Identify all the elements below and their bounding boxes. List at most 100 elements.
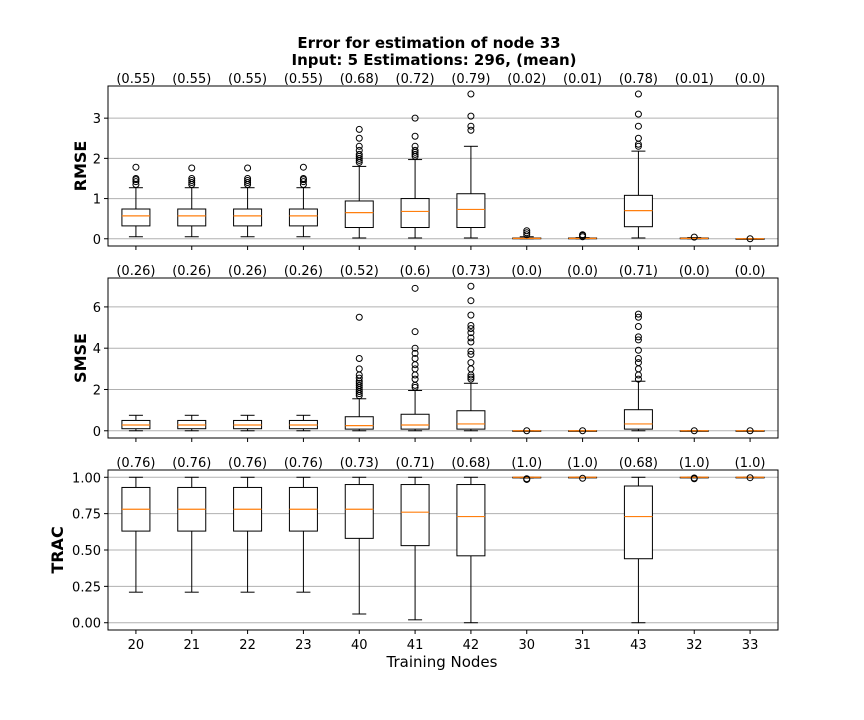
box-22: (0.55) <box>228 72 267 250</box>
outlier-point <box>411 383 419 391</box>
outlier-point <box>634 90 642 98</box>
box-33: (0.0) <box>735 72 765 250</box>
mean-label: (0.73) <box>451 264 490 279</box>
outlier-point <box>188 174 196 182</box>
box-23: (0.76) 23 <box>284 456 323 653</box>
outlier-point <box>523 227 531 235</box>
mean-label: (0.76) <box>116 456 155 471</box>
box-33: (1.0) 33 <box>735 456 766 653</box>
mean-label: (0.01) <box>675 72 714 87</box>
outlier-point <box>411 365 419 373</box>
mean-label: (0.71) <box>396 456 435 471</box>
mean-label: (0.68) <box>340 72 379 87</box>
mean-label: (0.26) <box>228 264 267 279</box>
x-tick-label: 20 <box>128 638 145 653</box>
y-tick-label: 1.00 <box>72 471 101 486</box>
box-41: (0.72) <box>396 72 435 250</box>
mean-label: (0.52) <box>340 264 379 279</box>
outlier-point <box>188 178 196 186</box>
box-41: (0.71) 41 <box>396 456 435 653</box>
y-tick-label: 1 <box>93 193 101 208</box>
mean-label: (1.0) <box>567 456 598 471</box>
mean-label: (0.55) <box>116 72 155 87</box>
iqr-box <box>344 484 374 539</box>
outlier-point <box>188 164 196 172</box>
x-tick-label: 43 <box>630 638 647 653</box>
mean-label: (0.0) <box>679 264 710 279</box>
box-41: (0.6) <box>400 264 431 442</box>
panel-trac: 0.00 0.25 0.50 0.75 1.00 TRAC (0.76) 20 (0.76) 21… <box>48 456 779 653</box>
outlier-point <box>467 90 475 98</box>
mean-label: (0.01) <box>563 72 602 87</box>
outlier-point <box>634 134 642 142</box>
mean-label: (0.26) <box>284 264 323 279</box>
box-22: (0.26) <box>228 264 267 442</box>
box-22: (0.76) 22 <box>228 456 267 653</box>
axes-frame <box>107 277 779 439</box>
outlier-point <box>634 346 642 354</box>
mean-label: (0.73) <box>340 456 379 471</box>
outlier-point <box>355 146 363 154</box>
outlier-point <box>355 142 363 150</box>
outlier-point <box>523 229 531 237</box>
mean-label: (0.55) <box>284 72 323 87</box>
outlier-point <box>411 375 419 383</box>
box-43: (0.78) <box>619 72 658 250</box>
iqr-box <box>344 200 374 229</box>
outlier-point <box>634 355 642 363</box>
y-tick-label: 0.00 <box>72 617 101 632</box>
outlier-point <box>579 231 587 239</box>
outlier-point <box>634 110 642 118</box>
mean-label: (0.72) <box>396 72 435 87</box>
y-tick-label: 2 <box>93 152 101 167</box>
y-tick-label: 2 <box>93 383 101 398</box>
x-tick-label: 31 <box>574 638 591 653</box>
mean-label: (0.26) <box>116 264 155 279</box>
y-tick-label: 4 <box>93 342 101 357</box>
panel-smse: 0 2 4 6 SMSE (0.26) (0.26) (0.26) (0.26) (0.52) (0… <box>71 264 779 442</box>
outlier-point <box>467 311 475 319</box>
outlier-point <box>244 174 252 182</box>
mean-label: (0.0) <box>567 264 598 279</box>
iqr-box <box>400 198 430 229</box>
mean-label: (0.02) <box>507 72 546 87</box>
box-32: (1.0) 32 <box>679 456 710 653</box>
mean-label: (0.71) <box>619 264 658 279</box>
box-32: (0.0) <box>679 264 710 442</box>
outlier-point <box>467 126 475 134</box>
outlier-point <box>634 122 642 130</box>
outlier-point <box>746 235 754 243</box>
y-tick-label: 0.75 <box>72 508 101 523</box>
box-40: (0.73) 40 <box>340 456 379 653</box>
y-tick-label: 3 <box>93 112 101 127</box>
outlier-point <box>411 146 419 154</box>
outlier-point <box>523 427 531 435</box>
x-tick-label: 32 <box>686 638 703 653</box>
mean-label: (0.76) <box>172 456 211 471</box>
y-axis-label: TRAC <box>48 526 67 573</box>
outlier-point <box>634 336 642 344</box>
x-tick-label: 22 <box>239 638 256 653</box>
outlier-point <box>467 373 475 381</box>
x-tick-label: 33 <box>742 638 759 653</box>
outlier-point <box>411 284 419 292</box>
box-43: (0.71) <box>619 264 658 442</box>
box-42: (0.68) 42 <box>451 456 490 653</box>
x-tick-label: 23 <box>295 638 312 653</box>
outlier-point <box>467 334 475 342</box>
box-42: (0.73) <box>451 264 490 442</box>
outlier-point <box>411 349 419 357</box>
iqr-box <box>288 208 318 227</box>
mean-label: (1.0) <box>679 456 710 471</box>
mean-label: (0.6) <box>400 264 431 279</box>
mean-label: (0.26) <box>172 264 211 279</box>
outlier-point <box>132 178 140 186</box>
iqr-box <box>456 410 486 430</box>
box-23: (0.55) <box>284 72 323 250</box>
mean-label: (0.78) <box>619 72 658 87</box>
outlier-point <box>132 163 140 171</box>
box-21: (0.76) 21 <box>172 456 211 653</box>
outlier-point <box>467 282 475 290</box>
